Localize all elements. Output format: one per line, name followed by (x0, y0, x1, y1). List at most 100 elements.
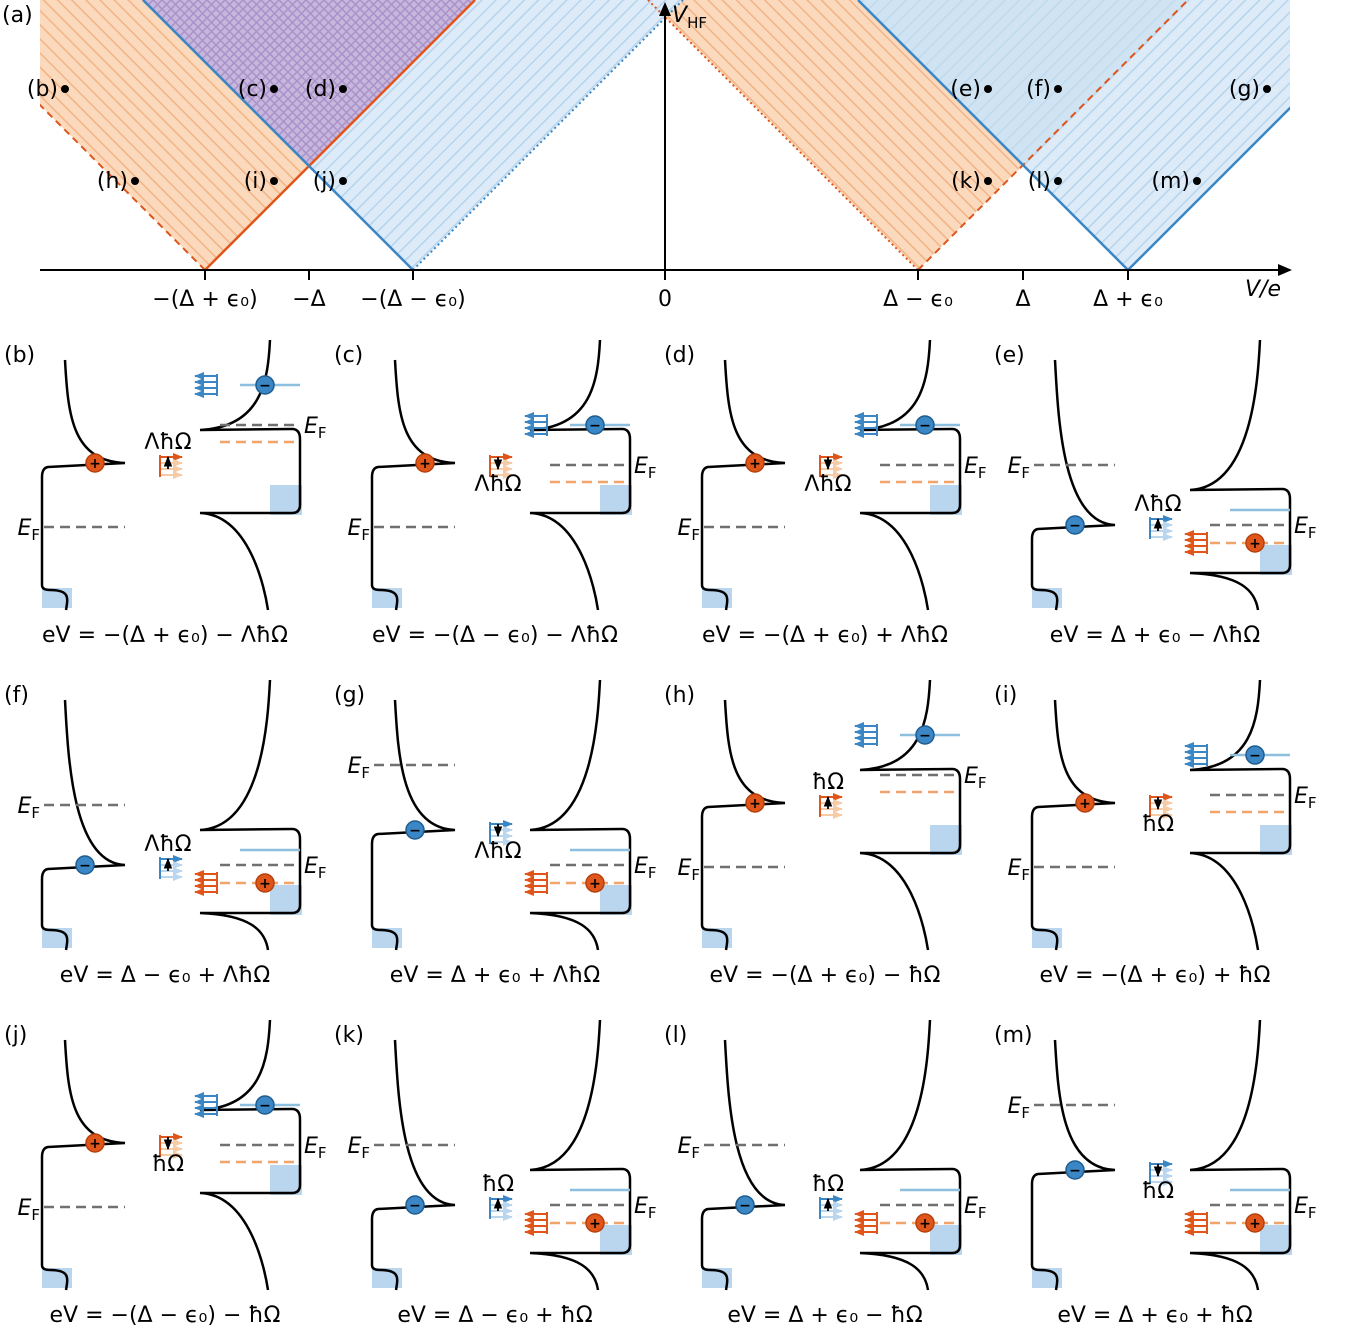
energy-panel: EF EF − + ħΩ (m) eV = Δ + ϵ₀ + ħΩ (994, 1019, 1317, 1328)
filled-states-right (600, 1225, 632, 1255)
panel-label: (k) (334, 1023, 364, 1048)
carrier-sign: − (409, 823, 421, 839)
fermi-label: EF (1007, 454, 1030, 482)
filled-states-right (1260, 545, 1292, 575)
photon-label: ħΩ (482, 1172, 514, 1197)
carrier-sign: + (1249, 536, 1261, 552)
energy-panel: EF EF − + ħΩ (k) eV = Δ − ϵ₀ + ħΩ (334, 1019, 657, 1328)
energy-panel: EF EF − + ħΩ (l) eV = Δ + ϵ₀ − ħΩ (664, 1019, 987, 1328)
energy-panel: EF EF + − ħΩ (h) eV = −(Δ + ϵ₀) − ħΩ (664, 679, 987, 988)
dos-right (859, 1019, 962, 1291)
operating-point (1054, 177, 1062, 185)
hole-carrier (745, 453, 765, 473)
energy-panel: EF EF − + ΛħΩ (e) eV = Δ + ϵ₀ − ΛħΩ (994, 339, 1317, 648)
carrier-sign: + (749, 456, 761, 472)
electron-carrier (405, 1195, 425, 1215)
operating-point (1193, 177, 1201, 185)
dos-right (199, 1019, 302, 1291)
operating-point (984, 85, 992, 93)
energy-panel: EF EF + − ħΩ (i) eV = −(Δ + ϵ₀) + ħΩ (994, 679, 1317, 988)
equation-label: eV = Δ + ϵ₀ − ħΩ (727, 1303, 922, 1328)
dos-right (859, 679, 962, 951)
carrier-sign: − (79, 858, 91, 874)
dos-right (1189, 339, 1292, 611)
carrier-sign: + (89, 456, 101, 472)
photon-label: ħΩ (812, 770, 844, 795)
fermi-label: EF (1007, 856, 1030, 884)
fermi-label: EF (304, 414, 327, 442)
fermi-label: EF (17, 1196, 40, 1224)
overlap-right (858, 0, 1188, 166)
electron-carrier (585, 415, 605, 435)
filled-states-right (270, 485, 302, 515)
hole-carrier (1075, 793, 1095, 813)
dos-left (700, 1039, 786, 1291)
photon-label: ΛħΩ (1134, 492, 1181, 517)
energy-panel: EF EF + − ΛħΩ (d) eV = −(Δ + ϵ₀) + ΛħΩ (664, 339, 987, 648)
dos-right (1189, 1019, 1292, 1291)
panel-label: (i) (994, 683, 1017, 708)
fermi-label: EF (304, 1134, 327, 1162)
dos-left (40, 1039, 126, 1291)
point-label: (f) (1026, 77, 1051, 102)
operating-point (339, 177, 347, 185)
carrier-sign: − (919, 728, 931, 744)
energy-panel: EF EF + − ΛħΩ (b) eV = −(Δ + ϵ₀) − ΛħΩ (4, 339, 327, 648)
fermi-label: EF (347, 754, 370, 782)
tick-labels: −(Δ + ϵ₀) −Δ −(Δ − ϵ₀) 0 Δ − ϵ₀ Δ Δ + ϵ₀ (152, 287, 1163, 312)
hole-carrier (85, 1133, 105, 1153)
equation-label: eV = −(Δ + ϵ₀) − ħΩ (710, 963, 941, 988)
carrier-sign: − (739, 1198, 751, 1214)
operating-point (61, 85, 69, 93)
equation-label: eV = Δ + ϵ₀ − ΛħΩ (1050, 623, 1260, 648)
energy-panel: EF EF − + ΛħΩ (f) eV = Δ − ϵ₀ + ΛħΩ (4, 679, 327, 988)
point-label: (m) (1151, 169, 1190, 194)
photon-label: ΛħΩ (474, 472, 521, 497)
filled-states-right (1260, 825, 1292, 855)
panel-label: (g) (334, 683, 365, 708)
operating-point (1054, 85, 1062, 93)
fermi-label: EF (634, 854, 657, 882)
dos-left (1030, 1039, 1116, 1291)
carrier-sign: + (749, 796, 761, 812)
operating-point (131, 177, 139, 185)
fermi-label: EF (1294, 1194, 1317, 1222)
equation-label: eV = Δ − ϵ₀ + ΛħΩ (60, 963, 270, 988)
carrier-sign: − (409, 1198, 421, 1214)
panel-label: (m) (994, 1023, 1033, 1048)
fermi-label: EF (347, 516, 370, 544)
fermi-label: EF (17, 516, 40, 544)
filled-states-right (1260, 1225, 1292, 1255)
x-axis-label: V/e (1245, 277, 1281, 302)
equation-label: eV = Δ − ϵ₀ + ħΩ (397, 1303, 592, 1328)
y-axis-label: VHF (672, 3, 707, 32)
hole-carrier (745, 793, 765, 813)
fermi-label: EF (634, 454, 657, 482)
hole-carrier (585, 873, 605, 893)
dos-right (199, 339, 302, 611)
photon-label: ħΩ (1142, 1179, 1174, 1204)
carrier-sign: + (1079, 796, 1091, 812)
dos-left (1030, 699, 1116, 951)
panel-label: (f) (4, 683, 29, 708)
carrier-sign: + (259, 876, 271, 892)
electron-carrier (915, 725, 935, 745)
operating-point (984, 177, 992, 185)
dos-left (40, 359, 126, 611)
photon-label: ΛħΩ (474, 839, 521, 864)
dos-right (859, 339, 962, 611)
point-label: (d) (305, 77, 336, 102)
dos-right (529, 1019, 632, 1291)
energy-panel: EF EF + − ΛħΩ (c) eV = −(Δ − ϵ₀) − ΛħΩ (334, 339, 657, 648)
stability-diagram: (a) VHF V/e −(Δ + ϵ₀) −Δ −(Δ − ϵ₀) 0 Δ −… (2, 0, 1292, 312)
electron-carrier (255, 1095, 275, 1115)
equation-label: eV = −(Δ + ϵ₀) + ΛħΩ (702, 623, 948, 648)
carrier-sign: + (919, 1216, 931, 1232)
dos-left (700, 699, 786, 951)
dos-right (199, 679, 302, 951)
carrier-sign: − (1069, 518, 1081, 534)
point-label: (h) (97, 169, 128, 194)
point-label: (b) (27, 77, 58, 102)
tick-label: 0 (658, 287, 672, 312)
